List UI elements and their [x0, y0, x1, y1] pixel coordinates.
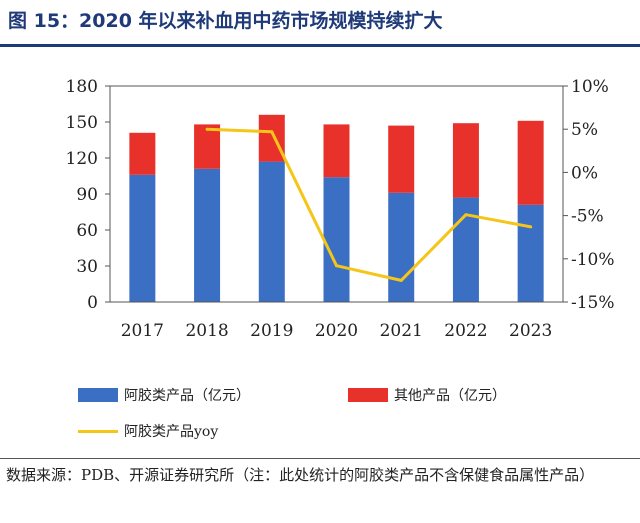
bar-other-2017 [129, 132, 156, 175]
source-divider [0, 458, 640, 459]
legend-label-other: 其他产品（亿元） [394, 388, 506, 404]
right-tick-label-0%: 0% [571, 163, 598, 183]
bar-ejiao-2017 [129, 174, 156, 302]
title-divider [0, 44, 640, 47]
bar-ejiao-2018 [194, 168, 221, 302]
legend-line-yoy [78, 429, 118, 433]
bar-ejiao-2021 [388, 192, 415, 302]
bar-other-2019 [258, 114, 285, 162]
source-note: 数据来源：PDB、开源证券研究所（注：此处统计的阿胶类产品不含保健食品属性产品） [6, 466, 595, 484]
bar-other-2022 [452, 123, 479, 198]
left-tick-label-150: 150 [66, 113, 98, 133]
right-tick-label-5%: 5% [571, 120, 598, 140]
left-tick-label-0: 0 [87, 293, 98, 313]
x-tick-label-2020: 2020 [315, 321, 358, 341]
x-tick-label-2019: 2019 [250, 321, 293, 341]
left-tick-label-90: 90 [76, 185, 98, 205]
legend-item-yoy: 阿胶类产品yoy [78, 421, 218, 441]
bar-ejiao-2023 [517, 204, 544, 302]
right-tick-label--10%: -10% [571, 250, 615, 270]
left-tick-label-180: 180 [66, 77, 98, 97]
x-tick-label-2022: 2022 [444, 321, 487, 341]
legend-label-yoy: 阿胶类产品yoy [124, 424, 219, 440]
yoy-point-2020 [335, 264, 338, 268]
chart-area: 0 30 60 90 120 150 180 -15% -10% -5% 0% 5% 10% 2017 20… [0, 48, 640, 458]
x-tick-label-2017: 2017 [121, 321, 164, 341]
right-tick-label--15%: -15% [571, 293, 615, 313]
legend-item-other: 其他产品（亿元） [348, 385, 506, 405]
yoy-point-2019 [270, 130, 274, 134]
bar-ejiao-2019 [258, 161, 285, 302]
yoy-line [207, 127, 531, 282]
bar-other-2023 [517, 120, 544, 205]
chart-title: 图 15：2020 年以来补血用中药市场规模持续扩大 [8, 10, 443, 32]
left-tick-label-60: 60 [76, 221, 98, 241]
right-tick-label--5%: -5% [571, 207, 604, 227]
x-tick-label-2018: 2018 [185, 321, 228, 341]
bar-other-2020 [323, 124, 350, 178]
left-tick-label-120: 120 [66, 149, 98, 169]
bar-other-2018 [194, 124, 221, 169]
right-tick-label-10%: 10% [571, 77, 609, 97]
bar-ejiao-2020 [323, 177, 350, 302]
legend-swatch-other [348, 388, 388, 402]
yoy-point-2021 [399, 278, 403, 282]
left-tick-label-30: 30 [76, 257, 98, 277]
x-tick-label-2023: 2023 [509, 321, 552, 341]
legend-swatch-ejiao [78, 388, 118, 402]
yoy-point-2018 [205, 127, 209, 131]
yoy-point-2023 [529, 225, 533, 229]
yoy-point-2022 [464, 213, 468, 217]
x-tick-label-2021: 2021 [380, 321, 423, 341]
legend-label-ejiao: 阿胶类产品（亿元） [124, 388, 250, 404]
legend-item-ejiao: 阿胶类产品（亿元） [78, 385, 250, 405]
bar-other-2021 [388, 125, 415, 193]
chart-svg: 0 30 60 90 120 150 180 -15% -10% -5% 0% 5% 10% 2017 20… [66, 77, 615, 341]
